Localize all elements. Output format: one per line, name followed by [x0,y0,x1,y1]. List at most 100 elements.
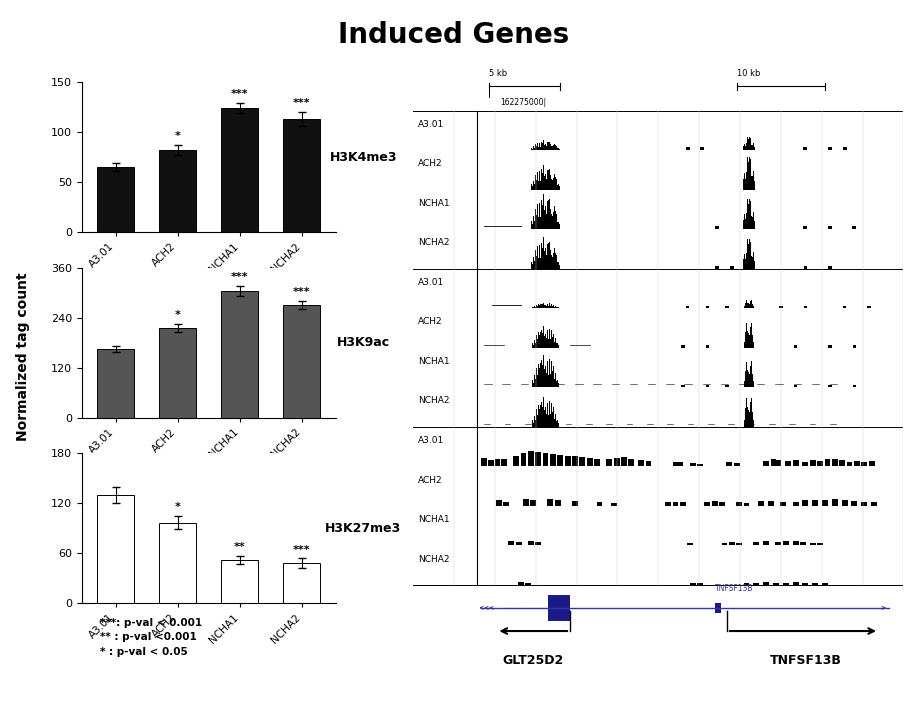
Bar [222,560,259,603]
Bar [843,146,846,150]
Bar [854,461,860,466]
Bar [817,543,823,545]
Bar [779,306,783,308]
Bar [503,501,509,506]
Bar [159,523,196,603]
Bar [687,543,693,545]
Bar [628,458,635,466]
Text: Normalized tag count: Normalized tag count [15,273,30,441]
Bar [810,461,815,466]
Bar [764,582,769,585]
Text: ACH2: ACH2 [418,159,443,169]
Bar [690,583,696,585]
Bar [614,458,619,466]
Bar [712,501,717,506]
Bar [794,346,797,348]
Bar [754,542,759,545]
Bar [828,346,832,348]
Bar [550,454,556,466]
Bar [681,385,685,387]
Bar [518,582,524,585]
Bar [548,595,570,620]
Bar [853,226,856,229]
Bar [758,501,765,506]
Bar [555,501,561,506]
Bar [579,457,586,466]
Bar [565,456,570,466]
Bar [843,306,846,308]
Bar [621,457,627,466]
Bar [572,501,577,506]
Bar [730,266,734,268]
Text: ***: *** [293,287,311,297]
Bar [706,306,709,308]
Bar [853,385,856,387]
Bar [783,583,789,585]
Text: 10 kb: 10 kb [736,69,760,78]
Bar [869,461,874,466]
Bar [697,583,703,585]
Bar [832,499,838,506]
Bar [530,500,537,506]
Text: *: * [175,502,181,512]
Bar [783,541,789,545]
Bar [283,306,321,418]
Bar [706,385,709,387]
Bar [516,542,521,545]
Bar [794,385,797,387]
Bar [800,542,806,545]
Bar [803,583,808,585]
Bar [862,501,867,506]
Bar [793,502,798,506]
Bar [673,462,678,466]
Bar [705,502,710,506]
Text: 162275000|: 162275000| [500,99,547,107]
Bar [862,462,867,466]
Bar [535,452,541,466]
Text: Induced Genes: Induced Genes [339,21,569,49]
Bar [793,582,798,585]
Bar [771,459,776,466]
Text: ACH2: ACH2 [418,476,443,485]
Bar [513,456,519,466]
Bar [719,501,725,506]
Bar [523,499,528,506]
Bar [744,503,749,506]
Text: ***: p-val < 0.001
** : p-val <0.001
* : p-val < 0.05: ***: p-val < 0.001 ** : p-val <0.001 * :… [100,618,202,657]
Bar [587,458,593,466]
Bar [804,266,807,268]
Text: ***: *** [231,89,249,99]
Bar [488,461,494,466]
Bar [548,499,553,506]
Bar [697,463,703,466]
Bar [780,501,786,506]
Text: A3.01: A3.01 [418,120,444,129]
Bar [528,451,534,466]
Bar [543,453,548,466]
Bar [686,306,689,308]
Text: **: ** [234,542,246,552]
Bar [846,462,853,466]
Bar [594,458,600,466]
Text: H3K27me3: H3K27me3 [325,522,401,535]
Bar [725,306,728,308]
Bar [754,583,759,585]
Bar [528,541,534,545]
Bar [773,583,779,585]
Text: ***: *** [231,272,249,282]
Text: TNFSF13B: TNFSF13B [769,654,842,667]
Text: NCHA2: NCHA2 [418,238,449,248]
Bar [520,453,527,466]
Bar [813,583,818,585]
Bar [496,501,502,506]
Bar [867,306,871,308]
Bar [501,459,507,466]
Bar [706,346,709,348]
Bar [726,463,733,466]
Bar [764,541,769,545]
Bar [828,266,832,268]
Bar [793,461,798,466]
Bar [97,349,134,418]
Bar [803,501,808,506]
Text: NCHA1: NCHA1 [418,199,449,208]
